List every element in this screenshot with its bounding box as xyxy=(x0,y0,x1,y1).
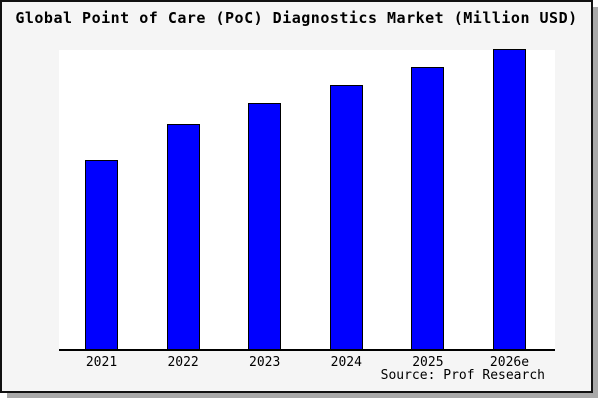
chart-frame: Global Point of Care (PoC) Diagnostics M… xyxy=(0,0,593,393)
bar-2023 xyxy=(248,103,282,349)
x-tick-2026e: 2026e xyxy=(489,355,530,370)
bar-2026e xyxy=(493,49,526,349)
x-axis-labels: 2021 2022 2023 2024 2025 2026e xyxy=(59,355,555,371)
source-credit: Source: Prof Research xyxy=(380,368,545,383)
x-tick-2021: 2021 xyxy=(85,355,118,370)
bar-2022 xyxy=(166,124,200,349)
bar-2025 xyxy=(411,67,445,349)
x-tick-2022: 2022 xyxy=(167,355,199,370)
x-tick-2023: 2023 xyxy=(249,355,281,370)
x-tick-2024: 2024 xyxy=(330,355,362,370)
bar-2024 xyxy=(329,85,363,349)
x-tick-2025: 2025 xyxy=(412,355,444,370)
plot-area xyxy=(59,49,555,351)
bar-2021 xyxy=(85,160,118,349)
chart-title: Global Point of Care (PoC) Diagnostics M… xyxy=(15,9,578,27)
